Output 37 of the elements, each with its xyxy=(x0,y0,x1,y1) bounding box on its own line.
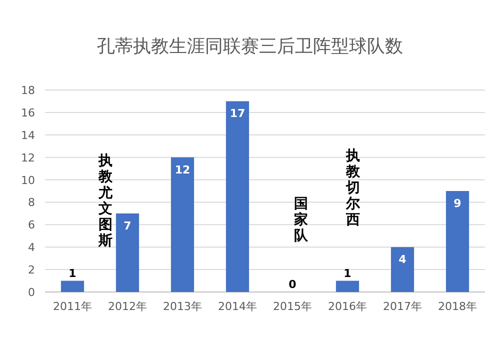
bar xyxy=(226,101,250,292)
y-tick-label: 0 xyxy=(28,286,35,299)
y-tick-label: 2 xyxy=(28,264,35,277)
y-tick-label: 6 xyxy=(28,218,35,232)
x-tick-label: 2016年 xyxy=(328,300,367,313)
y-tick-label: 14 xyxy=(21,128,35,142)
data-label: 7 xyxy=(124,219,132,232)
data-label: 0 xyxy=(288,278,297,291)
data-label: 1 xyxy=(344,266,352,280)
bar xyxy=(446,191,470,292)
y-tick-label: 12 xyxy=(21,151,35,164)
data-label: 9 xyxy=(454,197,462,210)
data-label: 4 xyxy=(398,253,407,266)
bar xyxy=(336,280,360,292)
x-tick-label: 2013年 xyxy=(163,300,202,313)
x-tick-label: 2015年 xyxy=(273,300,312,313)
annotation: 执教切尔西 xyxy=(345,148,361,228)
y-tick-label: 4 xyxy=(28,241,35,254)
data-label: 12 xyxy=(174,163,190,176)
data-label: 17 xyxy=(230,107,246,120)
y-tick-label: 8 xyxy=(28,196,35,210)
bar xyxy=(170,157,194,292)
bar xyxy=(116,213,140,292)
y-tick-label: 16 xyxy=(21,106,35,120)
annotation: 执教尤文图斯 xyxy=(98,153,114,249)
y-tick-label: 18 xyxy=(21,84,35,97)
x-tick-label: 2012年 xyxy=(108,300,147,313)
x-tick-label: 2017年 xyxy=(383,300,422,313)
bar xyxy=(60,280,84,292)
bar xyxy=(390,247,414,292)
x-tick-label: 2014年 xyxy=(218,300,257,313)
annotation: 国家队 xyxy=(292,196,309,244)
x-tick-label: 2011年 xyxy=(53,300,92,313)
chart-title: 孔蒂执教生涯同联赛三后卫阵型球队数 xyxy=(97,36,403,57)
y-tick-label: 10 xyxy=(21,174,35,187)
data-label: 1 xyxy=(68,266,76,280)
x-tick-label: 2018年 xyxy=(438,300,477,313)
